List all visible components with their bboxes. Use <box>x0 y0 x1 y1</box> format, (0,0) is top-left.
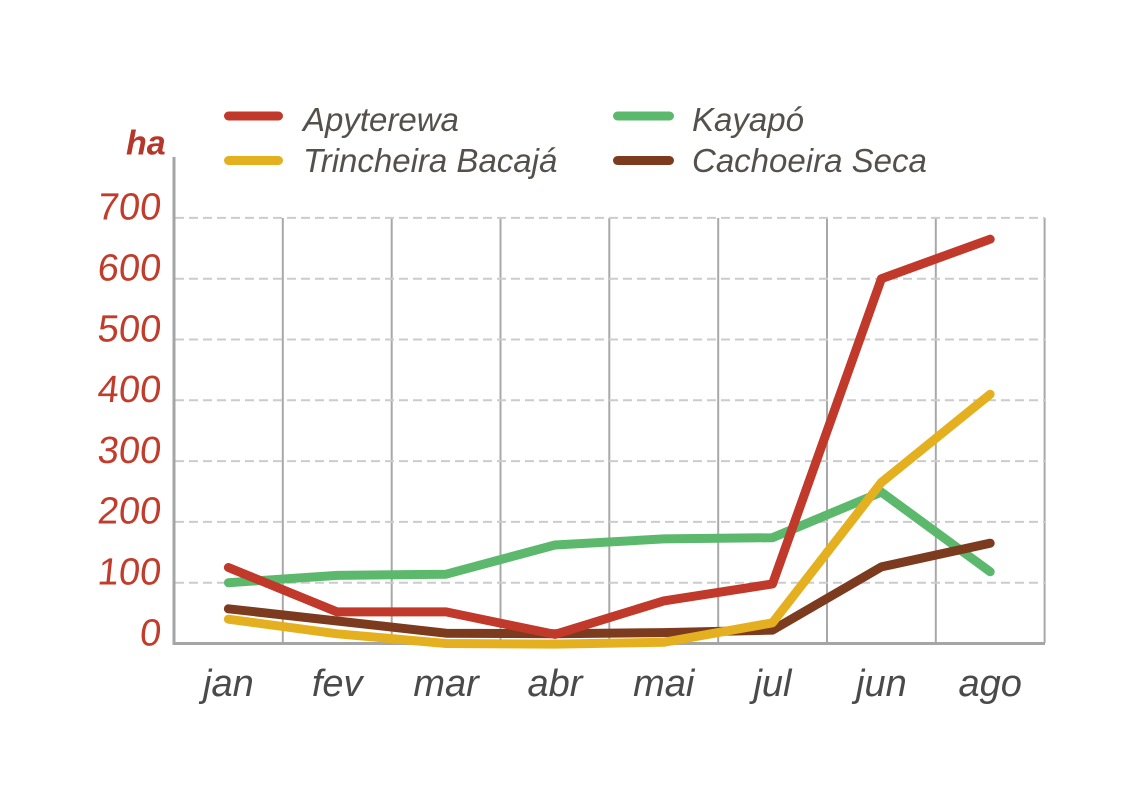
svg-text:jul: jul <box>748 663 793 705</box>
svg-text:mai: mai <box>633 663 696 705</box>
svg-text:abr: abr <box>527 663 583 705</box>
svg-text:400: 400 <box>96 369 164 411</box>
svg-text:300: 300 <box>96 430 164 472</box>
svg-text:700: 700 <box>96 187 164 229</box>
svg-text:ago: ago <box>958 663 1021 705</box>
svg-text:jun: jun <box>851 663 907 705</box>
svg-text:fev: fev <box>312 663 365 705</box>
svg-text:Kayapó: Kayapó <box>692 101 804 138</box>
svg-text:Trincheira Bacajá: Trincheira Bacajá <box>303 142 557 179</box>
svg-text:0: 0 <box>138 612 164 654</box>
svg-text:Cachoeira Seca: Cachoeira Seca <box>692 142 927 179</box>
svg-text:600: 600 <box>96 248 164 290</box>
svg-text:ha: ha <box>126 125 166 163</box>
svg-text:jan: jan <box>198 663 254 705</box>
svg-text:100: 100 <box>96 552 164 594</box>
svg-text:500: 500 <box>96 308 164 350</box>
svg-text:Apyterewa: Apyterewa <box>301 101 459 138</box>
svg-text:mar: mar <box>413 663 480 705</box>
svg-text:200: 200 <box>96 491 164 533</box>
